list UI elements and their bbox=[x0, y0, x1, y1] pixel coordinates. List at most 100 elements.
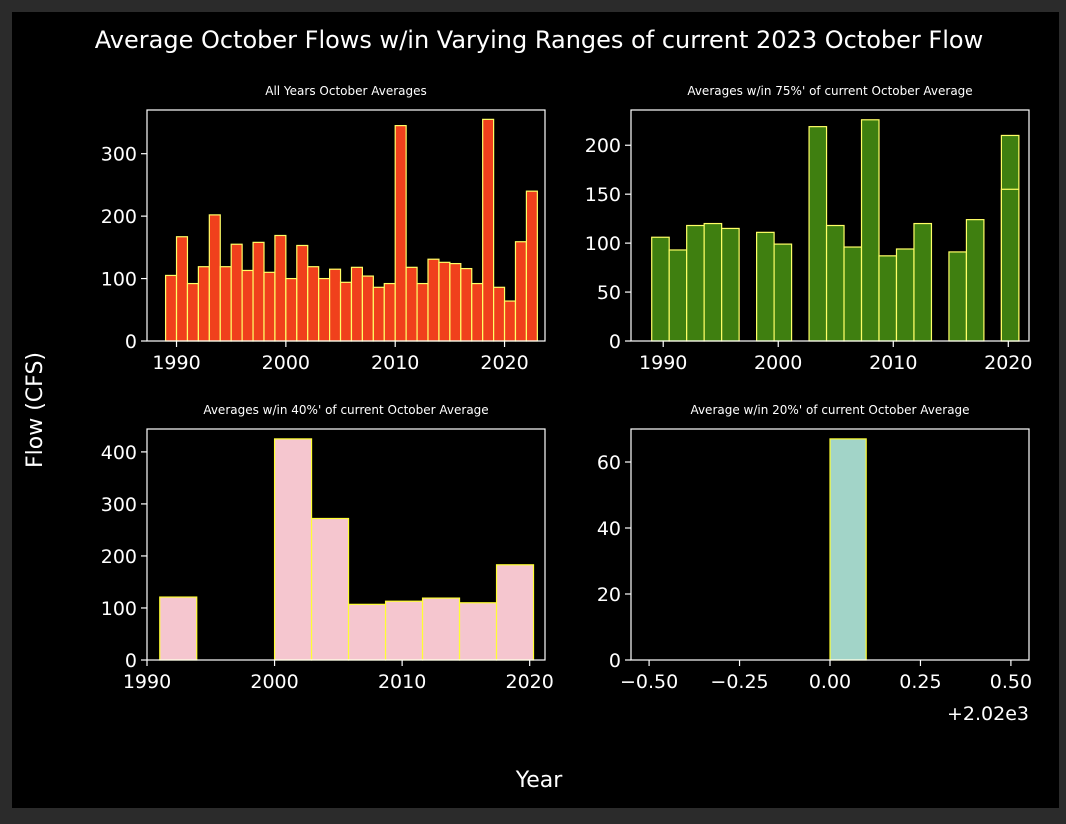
bar bbox=[416, 282, 429, 342]
bar bbox=[913, 222, 933, 342]
plot-frame bbox=[146, 428, 546, 661]
x-tick-label: 1990 bbox=[152, 352, 200, 374]
bar bbox=[525, 190, 538, 342]
bar bbox=[405, 266, 418, 342]
x-tick-label: 2020 bbox=[984, 352, 1032, 374]
bar bbox=[686, 224, 705, 342]
x-tick-label: −0.50 bbox=[620, 671, 678, 693]
y-tick-label: 0 bbox=[609, 331, 621, 353]
bar bbox=[241, 269, 254, 342]
bar bbox=[668, 249, 688, 342]
bar bbox=[773, 243, 793, 342]
bar bbox=[965, 219, 985, 342]
bar bbox=[164, 274, 178, 342]
x-tick-label: 2000 bbox=[754, 352, 802, 374]
x-tick-label: −0.25 bbox=[710, 671, 768, 693]
subplot-all-years: All Years October Averages 1990 2000 2010 20… bbox=[101, 84, 546, 374]
plot-frame bbox=[146, 109, 546, 342]
bar bbox=[208, 214, 221, 342]
y-tick-label: 200 bbox=[101, 546, 137, 568]
bar bbox=[328, 268, 342, 342]
bar bbox=[895, 248, 915, 342]
x-tick-label: 0.25 bbox=[899, 671, 941, 693]
figure-suptitle: Average October Flows w/in Varying Range… bbox=[95, 26, 983, 54]
bar bbox=[252, 241, 265, 342]
x-tick-label: 2000 bbox=[250, 671, 298, 693]
bar bbox=[427, 258, 440, 342]
subplot-title: Averages w/in 75%' of current October Av… bbox=[687, 84, 972, 98]
bar bbox=[339, 281, 353, 342]
bar bbox=[186, 282, 199, 342]
bar bbox=[503, 300, 517, 342]
bar bbox=[438, 261, 451, 342]
x-tick-label: 0.50 bbox=[990, 671, 1032, 693]
y-tick-label: 150 bbox=[585, 184, 621, 206]
x-tick-label: 1990 bbox=[123, 671, 171, 693]
bar bbox=[421, 597, 461, 661]
bar bbox=[230, 243, 243, 342]
bar bbox=[350, 266, 364, 342]
y-tick-label: 20 bbox=[597, 584, 621, 606]
bar bbox=[471, 282, 484, 342]
bar bbox=[175, 236, 189, 342]
bar bbox=[808, 126, 828, 342]
x-tick-label: 2000 bbox=[262, 352, 310, 374]
x-tick-label: 2020 bbox=[480, 352, 528, 374]
subplot-within-20-percent: Average w/in 20%' of current October Ave… bbox=[597, 403, 1032, 725]
bar bbox=[493, 286, 506, 342]
bar bbox=[948, 251, 968, 342]
bar bbox=[825, 224, 845, 342]
bar bbox=[829, 438, 867, 661]
y-tick-label: 300 bbox=[101, 494, 137, 516]
subplot-title: Average w/in 20%' of current October Ave… bbox=[690, 403, 969, 417]
y-tick-label: 100 bbox=[101, 269, 137, 291]
bar bbox=[495, 564, 535, 661]
bar bbox=[274, 234, 287, 342]
bar bbox=[263, 271, 276, 342]
x-tick-label: 2020 bbox=[506, 671, 554, 693]
bar bbox=[460, 267, 473, 342]
bar bbox=[361, 275, 374, 342]
x-tick-label: 2010 bbox=[869, 352, 917, 374]
subplot-within-75-percent: Averages w/in 75%' of current October Av… bbox=[585, 84, 1033, 374]
subplot-title: Averages w/in 40%' of current October Av… bbox=[203, 403, 488, 417]
plot-frame bbox=[630, 109, 1030, 342]
bar bbox=[756, 231, 775, 342]
y-tick-label: 400 bbox=[101, 442, 137, 464]
figure: Average October Flows w/in Varying Range… bbox=[12, 12, 1059, 808]
y-tick-label: 100 bbox=[101, 598, 137, 620]
y-tick-label: 60 bbox=[597, 452, 621, 474]
bar bbox=[273, 438, 313, 661]
bar bbox=[843, 246, 863, 342]
y-tick-label: 40 bbox=[597, 518, 621, 540]
x-tick-label: 2010 bbox=[371, 352, 419, 374]
y-tick-label: 0 bbox=[125, 650, 137, 672]
bar bbox=[347, 603, 387, 661]
bar bbox=[860, 119, 880, 342]
bar bbox=[159, 596, 198, 661]
bar bbox=[307, 266, 320, 342]
x-tick-label: 2010 bbox=[378, 671, 426, 693]
figure-ylabel: Flow (CFS) bbox=[23, 352, 48, 468]
bar bbox=[372, 286, 385, 342]
bar bbox=[703, 222, 723, 342]
subplot-within-40-percent: Averages w/in 40%' of current October Av… bbox=[101, 403, 554, 693]
bar bbox=[296, 244, 309, 342]
bar bbox=[384, 600, 424, 661]
bar bbox=[482, 118, 495, 342]
bar bbox=[219, 266, 232, 342]
x-tick-label: 0.00 bbox=[809, 671, 851, 693]
bar bbox=[394, 125, 407, 342]
bar bbox=[318, 277, 331, 342]
y-tick-label: 100 bbox=[585, 233, 621, 255]
bar bbox=[721, 227, 740, 342]
y-tick-label: 200 bbox=[101, 206, 137, 228]
bar bbox=[878, 255, 898, 342]
subplot-title: All Years October Averages bbox=[265, 84, 427, 98]
figure-xlabel: Year bbox=[515, 768, 564, 793]
y-tick-label: 50 bbox=[597, 282, 621, 304]
figure-canvas: Average October Flows w/in Varying Range… bbox=[23, 26, 1033, 793]
bar bbox=[651, 236, 670, 342]
bar bbox=[197, 266, 210, 342]
y-tick-label: 300 bbox=[101, 144, 137, 166]
